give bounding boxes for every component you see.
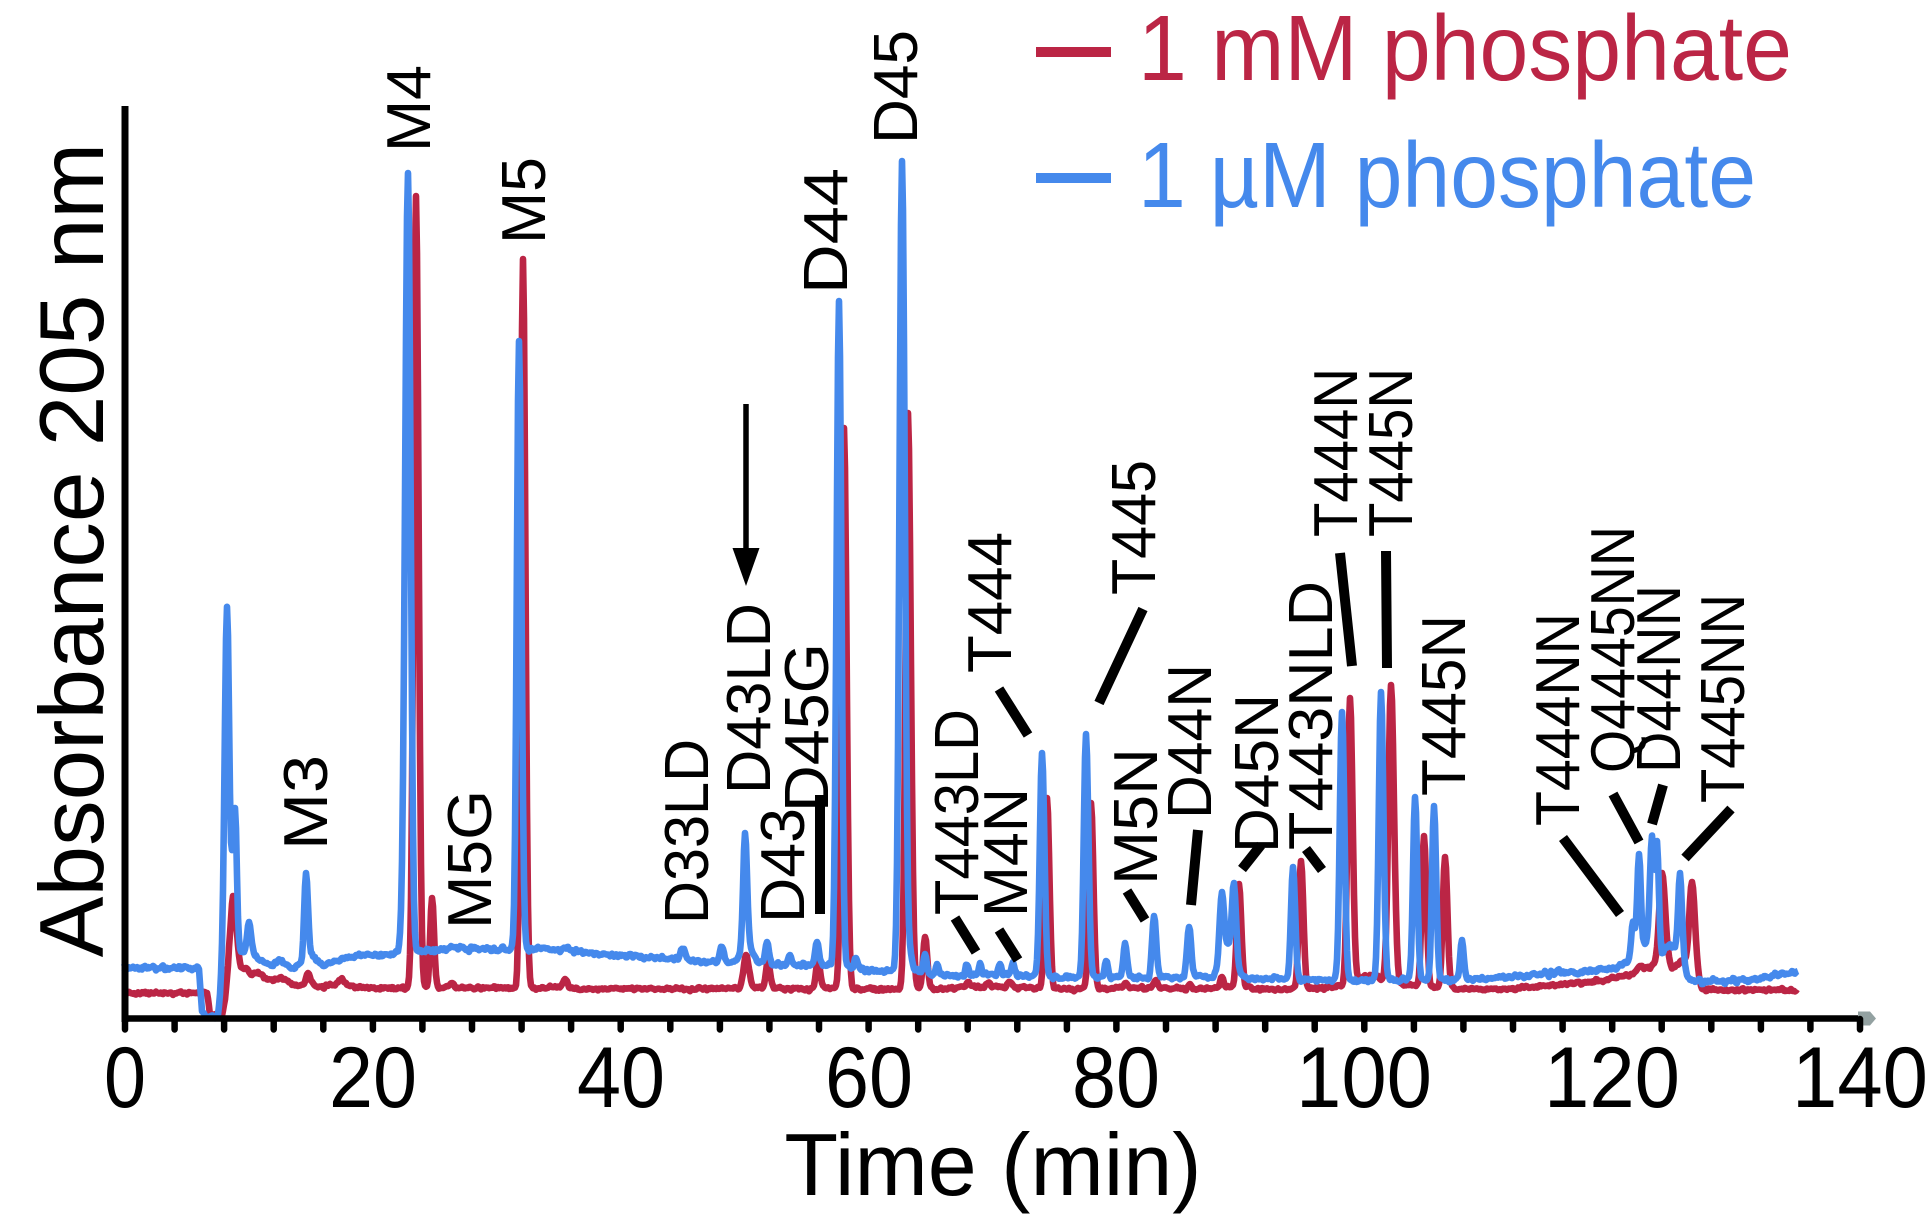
svg-text:1 mM phosphate: 1 mM phosphate: [1138, 0, 1792, 100]
svg-text:Time (min): Time (min): [784, 1115, 1201, 1214]
svg-text:M5: M5: [490, 157, 559, 244]
svg-text:1 µM phosphate: 1 µM phosphate: [1138, 123, 1756, 227]
svg-text:Q4445NN: Q4445NN: [1579, 526, 1648, 773]
svg-text:D33LD: D33LD: [653, 739, 722, 924]
svg-text:0: 0: [104, 1030, 146, 1126]
svg-text:D45G: D45G: [773, 643, 842, 812]
svg-text:T443LD: T443LD: [923, 709, 992, 915]
svg-text:T443NLD: T443NLD: [1277, 581, 1346, 850]
svg-text:140: 140: [1792, 1030, 1928, 1126]
svg-text:M5N: M5N: [1102, 748, 1171, 885]
svg-text:T445: T445: [1100, 460, 1169, 595]
svg-text:M5G: M5G: [436, 790, 505, 929]
svg-text:120: 120: [1544, 1030, 1680, 1126]
svg-text:T444NN: T444NN: [1524, 613, 1593, 826]
svg-text:D44: D44: [792, 168, 861, 294]
svg-text:80: 80: [1072, 1030, 1160, 1126]
svg-text:20: 20: [329, 1030, 417, 1126]
svg-text:D43LD: D43LD: [715, 603, 784, 794]
svg-text:T444N: T444N: [1302, 368, 1371, 537]
svg-text:T444: T444: [956, 532, 1025, 673]
svg-text:T445NN: T445NN: [1689, 594, 1758, 803]
svg-text:D45: D45: [862, 30, 931, 144]
svg-text:60: 60: [825, 1030, 913, 1126]
svg-text:T445N: T445N: [1410, 615, 1479, 796]
svg-text:D45N: D45N: [1223, 694, 1292, 853]
svg-text:D44N: D44N: [1156, 664, 1225, 819]
svg-text:Absorbance 205 nm: Absorbance 205 nm: [22, 143, 123, 957]
svg-text:D44NN: D44NN: [1625, 585, 1694, 773]
svg-text:100: 100: [1296, 1030, 1432, 1126]
svg-text:D43: D43: [749, 808, 818, 923]
svg-text:40: 40: [577, 1030, 665, 1126]
svg-text:M4: M4: [375, 65, 444, 152]
svg-text:T445N: T445N: [1357, 368, 1426, 537]
svg-text:M4N: M4N: [972, 788, 1041, 917]
svg-text:M3: M3: [272, 755, 341, 850]
